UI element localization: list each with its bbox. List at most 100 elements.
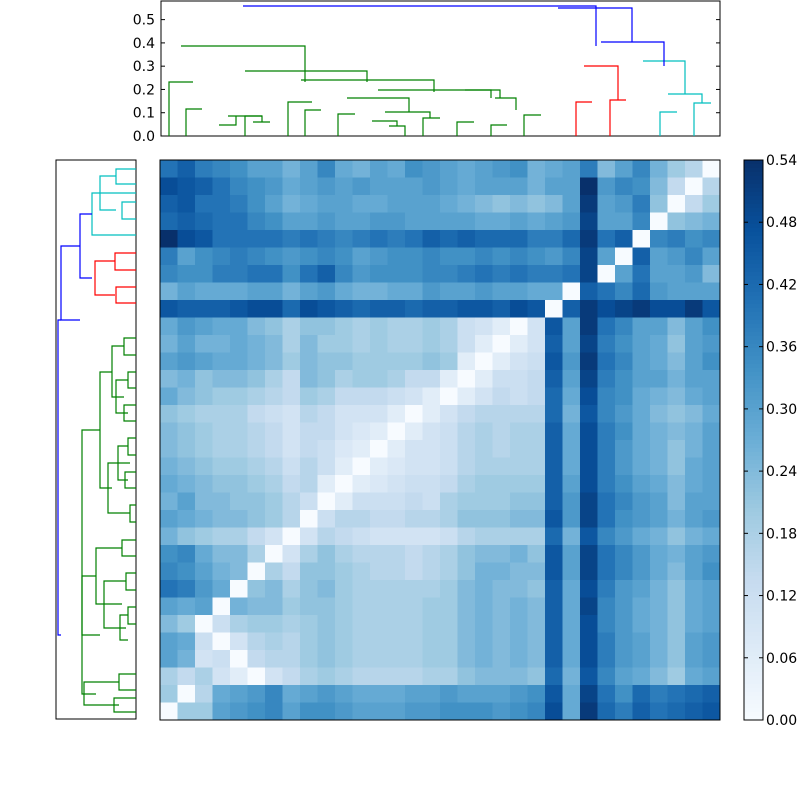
heatmap-cell [527,597,546,616]
colorbar-segment [744,656,763,661]
heatmap-cell [247,265,266,283]
heatmap-cell [300,282,318,301]
heatmap-cell [545,265,563,283]
heatmap-cell [545,352,563,371]
heatmap-cell [195,370,213,388]
heatmap-cell [562,160,581,178]
heatmap-cell [562,317,581,336]
heatmap-cell [685,632,703,651]
heatmap-cell [300,212,318,231]
heatmap-cell [317,667,336,686]
heatmap-cell [475,527,493,546]
heatmap-cell [300,457,318,476]
heatmap-cell [370,300,388,318]
heatmap-cell [650,545,668,563]
heatmap-cell [195,667,213,686]
heatmap-cell [702,545,721,563]
heatmap-cell [317,405,336,423]
heatmap-cell [352,195,371,213]
heatmap-cell [685,335,703,353]
colorbar-segment [744,424,763,429]
heatmap-cell [492,282,511,301]
heatmap-cell [457,667,476,686]
heatmap-cell [422,545,441,563]
colorbar-segment [744,560,763,565]
heatmap-cell [352,510,371,528]
heatmap-cell [317,265,336,283]
heatmap-cell [492,527,511,546]
heatmap-cell [685,650,703,668]
heatmap-cell [527,492,546,511]
heatmap-cell [247,160,266,178]
heatmap-cell [650,457,668,476]
colorbar-segment [744,524,763,529]
heatmap-cell [615,667,633,686]
heatmap-cell [195,282,213,301]
colorbar-segment [744,716,763,721]
heatmap-cell [195,300,213,318]
heatmap-cell [650,212,668,231]
heatmap-cell [247,422,266,441]
top-dendrogram-link [495,97,517,110]
heatmap-cell [632,615,651,633]
colorbar-segment [744,360,763,365]
heatmap-cell [475,457,493,476]
heatmap-cell [632,177,651,196]
heatmap-cell [615,492,633,511]
heatmap-cell [387,650,406,668]
heatmap-cell [212,160,231,178]
heatmap-cell [597,422,616,441]
heatmap-cell [405,370,423,388]
colorbar-segment [744,348,763,353]
colorbar-segment [744,708,763,713]
colorbar-segment [744,492,763,497]
heatmap-cell [597,160,616,178]
heatmap-cell [352,527,371,546]
heatmap-cell [282,317,301,336]
heatmap-cell [580,492,598,511]
heatmap-cell [370,667,388,686]
heatmap-cell [160,702,178,721]
colorbar-segment [744,564,763,569]
heatmap-cell [335,317,353,336]
colorbar-segment [744,340,763,345]
heatmap-cell [370,212,388,231]
heatmap-cell [300,247,318,266]
heatmap-cell [282,702,301,721]
heatmap-cell [510,650,528,668]
colorbar-segment [744,356,763,361]
heatmap-cell [300,615,318,633]
heatmap-cell [405,545,423,563]
heatmap-cell [457,177,476,196]
heatmap-cell [370,177,388,196]
heatmap-cell [317,160,336,178]
colorbar-segment [744,548,763,553]
heatmap-cell [335,667,353,686]
heatmap-cell [160,265,178,283]
colorbar-segment [744,660,763,665]
heatmap-cell [230,352,248,371]
heatmap-cell [212,702,231,721]
heatmap-cell [160,300,178,318]
heatmap-cell [440,615,458,633]
heatmap-cell [317,212,336,231]
heatmap-cell [352,265,371,283]
heatmap-cell [282,160,301,178]
top-dendrogram-y-axis: 0.0 0.1 0.2 0.3 0.4 0.5 [133,13,720,145]
heatmap-cell [475,667,493,686]
heatmap-cell [615,527,633,546]
heatmap-cell [405,510,423,528]
heatmap-cell [580,195,598,213]
heatmap-cell [615,282,633,301]
heatmap-cell [247,580,266,598]
heatmap-cell [247,685,266,703]
heatmap-cell [265,195,283,213]
heatmap-cell [195,580,213,598]
heatmap-cell [440,685,458,703]
heatmap-cell [562,195,581,213]
colorbar-tick-label: 0.42 [766,277,797,293]
heatmap-cell [160,632,178,651]
heatmap-cell [300,405,318,423]
heatmap-cell [370,440,388,458]
heatmap-cell [457,475,476,493]
